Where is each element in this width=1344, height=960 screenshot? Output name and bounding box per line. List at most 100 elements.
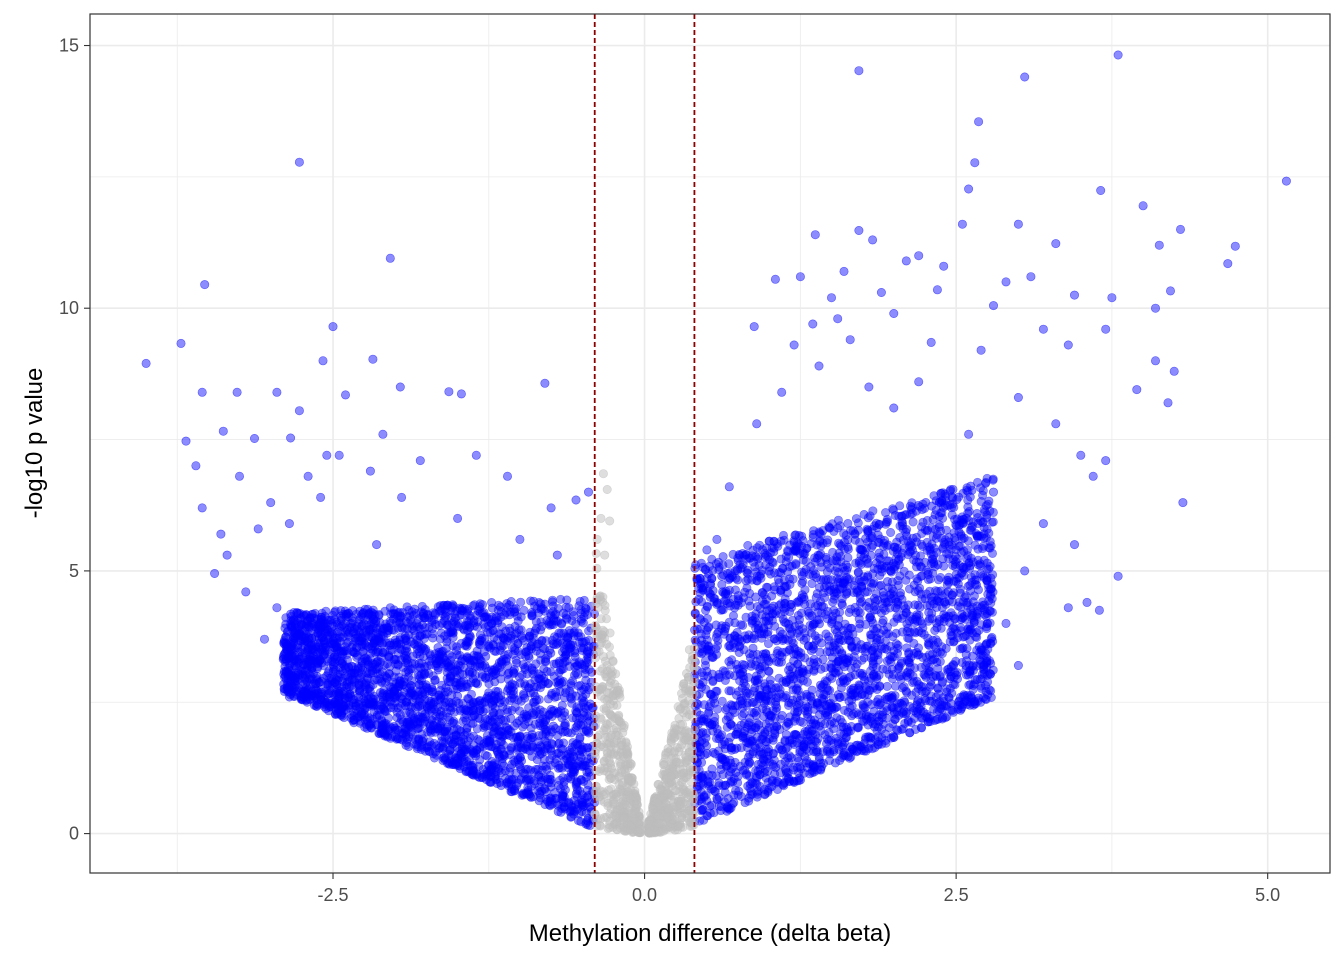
point xyxy=(346,669,356,679)
point xyxy=(547,711,557,721)
point-outlier xyxy=(181,436,191,446)
point xyxy=(537,636,547,646)
point-outlier xyxy=(571,495,581,505)
point xyxy=(465,669,475,679)
point xyxy=(582,816,592,826)
point xyxy=(327,681,337,691)
point xyxy=(513,638,523,648)
point xyxy=(461,621,471,631)
point xyxy=(453,753,463,763)
point xyxy=(440,631,450,641)
point xyxy=(487,711,497,721)
point xyxy=(565,640,575,650)
point xyxy=(368,668,378,678)
point xyxy=(305,681,315,691)
point xyxy=(502,599,512,609)
point xyxy=(344,682,354,692)
point xyxy=(505,696,515,706)
point xyxy=(467,656,477,666)
point xyxy=(525,765,535,775)
point xyxy=(316,695,326,705)
point xyxy=(550,632,560,642)
point xyxy=(332,619,342,629)
point xyxy=(571,726,581,736)
point xyxy=(408,610,418,620)
point xyxy=(401,650,411,660)
point xyxy=(560,726,570,736)
point xyxy=(724,770,734,780)
point xyxy=(895,532,905,542)
point xyxy=(483,691,493,701)
point xyxy=(513,737,523,747)
point xyxy=(531,659,541,669)
point xyxy=(303,616,313,626)
point xyxy=(528,710,538,720)
point xyxy=(457,654,467,664)
point xyxy=(531,764,541,774)
point xyxy=(889,707,899,717)
point xyxy=(726,660,736,670)
point xyxy=(562,595,572,605)
point xyxy=(518,788,528,798)
point xyxy=(283,640,293,650)
point xyxy=(439,653,449,663)
point xyxy=(389,692,399,702)
point xyxy=(459,734,469,744)
point xyxy=(988,665,998,675)
point xyxy=(769,601,779,611)
point xyxy=(520,663,530,673)
point xyxy=(527,741,537,751)
point xyxy=(569,807,579,817)
point xyxy=(395,679,405,689)
point xyxy=(969,615,979,625)
point xyxy=(486,777,496,787)
point xyxy=(355,703,365,713)
point xyxy=(514,716,524,726)
point xyxy=(355,606,365,616)
point xyxy=(541,654,551,664)
point xyxy=(419,668,429,678)
point-outlier xyxy=(241,587,251,597)
point xyxy=(496,714,506,724)
point xyxy=(461,682,471,692)
point xyxy=(487,619,497,629)
point xyxy=(507,759,517,769)
point xyxy=(462,625,472,635)
point xyxy=(520,679,530,689)
point xyxy=(516,756,526,766)
point xyxy=(562,656,572,666)
point xyxy=(315,655,325,665)
point xyxy=(357,639,367,649)
point xyxy=(948,554,958,564)
point xyxy=(413,691,423,701)
point xyxy=(456,751,466,761)
point xyxy=(400,631,410,641)
point xyxy=(378,719,388,729)
point-outlier xyxy=(372,540,382,550)
point xyxy=(481,673,491,683)
point xyxy=(292,608,302,618)
point xyxy=(794,699,804,709)
point xyxy=(456,748,466,758)
point xyxy=(290,670,300,680)
point xyxy=(581,675,591,685)
point xyxy=(432,707,442,717)
point xyxy=(401,724,411,734)
point xyxy=(876,608,886,618)
point xyxy=(516,625,526,635)
point xyxy=(887,674,897,684)
point xyxy=(576,775,586,785)
point xyxy=(505,746,515,756)
point xyxy=(525,627,535,637)
point-outlier xyxy=(444,387,454,397)
point xyxy=(490,664,500,674)
point xyxy=(901,608,911,618)
point xyxy=(569,751,579,761)
point xyxy=(463,736,473,746)
point-outlier xyxy=(322,697,332,707)
series-significant-left xyxy=(141,157,600,831)
point xyxy=(367,659,377,669)
point-outlier xyxy=(294,157,304,167)
point xyxy=(571,691,581,701)
